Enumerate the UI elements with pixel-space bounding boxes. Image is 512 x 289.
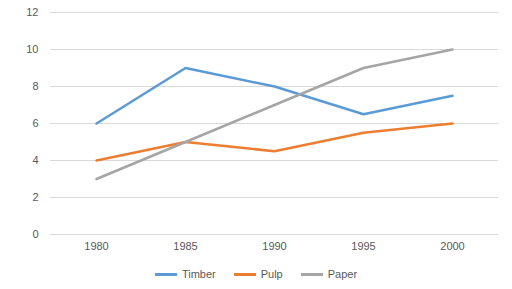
svg-text:12: 12 bbox=[26, 6, 38, 18]
svg-text:4: 4 bbox=[32, 154, 38, 166]
svg-text:1985: 1985 bbox=[173, 240, 197, 252]
svg-text:1995: 1995 bbox=[351, 240, 375, 252]
svg-text:8: 8 bbox=[32, 80, 38, 92]
html-text:Pulp: Pulp bbox=[260, 268, 283, 280]
svg-text:0: 0 bbox=[32, 228, 38, 240]
svg-text:6: 6 bbox=[32, 117, 38, 129]
svg-text:10: 10 bbox=[26, 43, 38, 55]
html-text:Paper: Paper bbox=[327, 268, 358, 280]
svg-text:1990: 1990 bbox=[262, 240, 286, 252]
svg-text:2: 2 bbox=[32, 191, 38, 203]
svg-text:1980: 1980 bbox=[84, 240, 108, 252]
svg-text:2000: 2000 bbox=[440, 240, 464, 252]
html-text:Timber: Timber bbox=[181, 268, 216, 280]
